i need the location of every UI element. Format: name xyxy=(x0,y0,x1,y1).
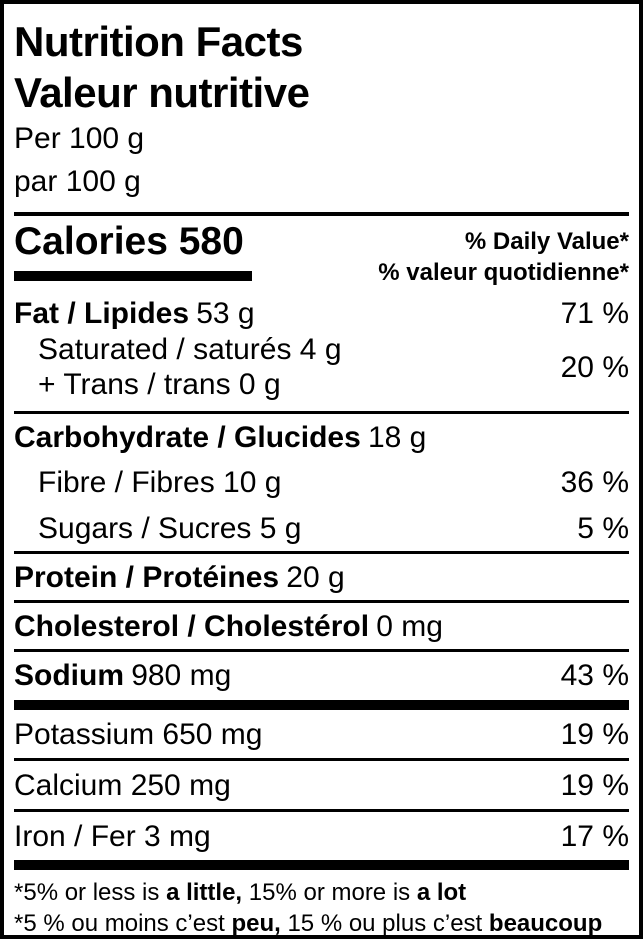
calories-underline-bar xyxy=(14,270,252,281)
nutrient-name: Protein / Protéines 20 g xyxy=(14,561,345,595)
nutrient-name: Potassium 650 mg xyxy=(14,717,263,751)
footnote-en-text: 15% or more is xyxy=(242,878,417,906)
nutrient-amount: 0 mg xyxy=(376,610,443,644)
nutrient-name-bold: Cholesterol / Cholestérol xyxy=(14,610,370,644)
nutrient-row-iron: Iron / Fer 3 mg 17 % xyxy=(14,812,629,860)
calories-label: Calories 580 xyxy=(14,219,244,263)
footnote-fr-text: 15 % ou plus c’est xyxy=(280,909,489,937)
nutrient-amount: 20 g xyxy=(286,561,345,595)
footnote-fr-text: *5 % ou moins c’est xyxy=(14,909,232,937)
thick-divider xyxy=(14,859,629,870)
serving-size-fr: par 100 g xyxy=(14,165,141,199)
daily-value-header-en: % Daily Value* xyxy=(464,227,629,255)
nutrient-amount: 18 g xyxy=(367,420,427,454)
nutrient-row-cholesterol: Cholesterol / Cholestérol 0 mg xyxy=(14,603,629,649)
divider xyxy=(14,757,629,761)
divider xyxy=(14,648,629,652)
nutrient-name: Fat / Lipides 53 g xyxy=(14,297,255,331)
nutrient-row-fat: Fat / Lipides 53 g 71 % xyxy=(14,288,629,331)
trans-line: + Trans / trans 0 g xyxy=(38,367,281,401)
nutrient-dv: 17 % xyxy=(560,819,629,853)
nutrient-row-potassium: Potassium 650 mg 19 % xyxy=(14,710,629,758)
nutrient-row-sodium: Sodium 980 mg 43 % xyxy=(14,652,629,700)
title-en: Nutrition Facts xyxy=(14,18,303,65)
divider xyxy=(14,600,629,604)
nutrient-amount: 980 mg xyxy=(131,658,232,692)
calories-block: Calories 580 xyxy=(14,219,252,288)
nutrient-row-calcium: Calcium 250 mg 19 % xyxy=(14,761,629,809)
nutrient-name: Cholesterol / Cholestérol 0 mg xyxy=(14,610,443,644)
label-header: Nutrition Facts Valeur nutritive Per 100… xyxy=(14,4,629,204)
nutrient-dv: 20 % xyxy=(560,350,629,384)
footnote-fr: *5 % ou moins c’est peu, 15 % ou plus c’… xyxy=(14,908,629,937)
footnote-en: *5% or less is a little, 15% or more is … xyxy=(14,870,629,908)
nutrient-name: Sodium 980 mg xyxy=(14,659,231,693)
nutrient-name: Carbohydrate / Glucides 18 g xyxy=(14,421,426,455)
nutrient-row-saturated-trans: Saturated / saturés 4 g + Trans / trans … xyxy=(14,331,629,411)
nutrient-name: Fibre / Fibres 10 g xyxy=(38,466,282,500)
divider xyxy=(14,808,629,812)
footnote-en-a-lot: a lot xyxy=(416,878,467,906)
nutrient-row-protein: Protein / Protéines 20 g xyxy=(14,554,629,600)
nutrient-name-bold: Fat / Lipides xyxy=(14,297,190,331)
footnote-en-a-little: a little, xyxy=(166,878,243,906)
nutrient-dv: 19 % xyxy=(560,717,629,751)
nutrient-dv: 71 % xyxy=(560,297,629,331)
nutrient-dv: 36 % xyxy=(560,466,629,500)
nutrient-name: Iron / Fer 3 mg xyxy=(14,819,211,853)
nutrient-dv: 19 % xyxy=(560,768,629,802)
nutrient-row-fibre: Fibre / Fibres 10 g 36 % xyxy=(14,459,629,505)
saturated-line: Saturated / saturés 4 g xyxy=(38,332,342,366)
saturated-trans-lines: Saturated / saturés 4 g + Trans / trans … xyxy=(14,333,342,403)
footnote-fr-peu: peu, xyxy=(231,909,281,937)
thick-divider xyxy=(14,699,629,710)
nutrient-dv: 5 % xyxy=(577,512,629,546)
nutrient-name-bold: Sodium xyxy=(14,658,124,692)
divider xyxy=(14,551,629,555)
nutrient-dv: 43 % xyxy=(560,658,629,692)
divider xyxy=(14,410,629,414)
nutrient-row-sugars: Sugars / Sucres 5 g 5 % xyxy=(14,505,629,551)
divider-header xyxy=(14,211,629,216)
nutrient-name: Calcium 250 mg xyxy=(14,768,231,802)
nutrient-name-bold: Protein / Protéines xyxy=(14,561,280,595)
nutrient-row-carbohydrate: Carbohydrate / Glucides 18 g xyxy=(14,414,629,460)
footnote-en-text: *5% or less is xyxy=(14,878,167,906)
title-fr: Valeur nutritive xyxy=(14,69,310,117)
nutrient-amount: 53 g xyxy=(196,297,255,331)
footnote-fr-beaucoup: beaucoup xyxy=(488,909,603,937)
nutrient-name-bold: Carbohydrate / Glucides xyxy=(14,420,361,454)
calories-section: Calories 580 % Daily Value* % valeur quo… xyxy=(14,216,629,288)
daily-value-header-fr: % valeur quotidienne* xyxy=(378,258,629,286)
serving-size-en: Per 100 g xyxy=(14,122,145,156)
nutrient-name: Sugars / Sucres 5 g xyxy=(38,512,302,546)
daily-value-header: % Daily Value* % valeur quotidienne* xyxy=(378,222,629,288)
